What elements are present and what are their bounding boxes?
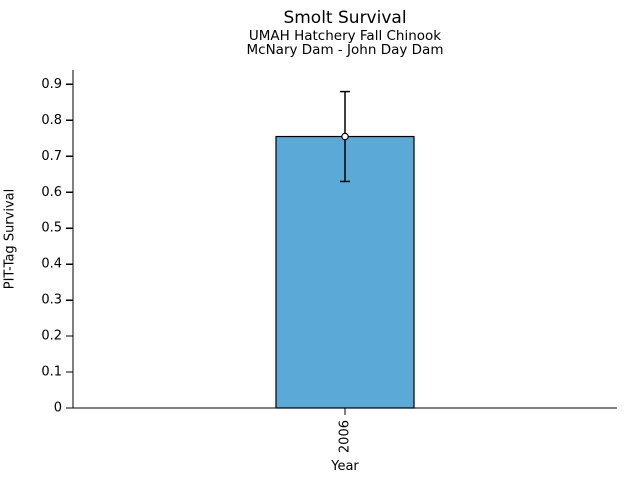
y-tick-label: 0.8 xyxy=(41,113,62,128)
chart-title: Smolt Survival xyxy=(283,8,407,28)
x-tick-label: 2006 xyxy=(338,420,353,453)
y-tick-label: 0.9 xyxy=(41,77,62,92)
y-tick-label: 0.3 xyxy=(41,293,62,308)
y-tick-label: 0.7 xyxy=(41,149,62,164)
data-point-marker xyxy=(341,132,349,141)
y-tick-label: 0.4 xyxy=(41,257,62,272)
chart-subtitle-line-2: McNary Dam - John Day Dam xyxy=(246,42,444,58)
y-tick-label: 0 xyxy=(54,401,62,416)
y-tick-label: 0.5 xyxy=(41,221,62,236)
chart-subtitle-line-1: UMAH Hatchery Fall Chinook xyxy=(248,28,442,44)
y-tick-label: 0.2 xyxy=(41,329,62,344)
x-axis-title: Year xyxy=(331,459,359,474)
y-tick-label: 0.6 xyxy=(41,185,62,200)
y-tick-label: 0.1 xyxy=(41,365,62,380)
y-axis-title: PIT-Tag Survival xyxy=(2,188,18,290)
